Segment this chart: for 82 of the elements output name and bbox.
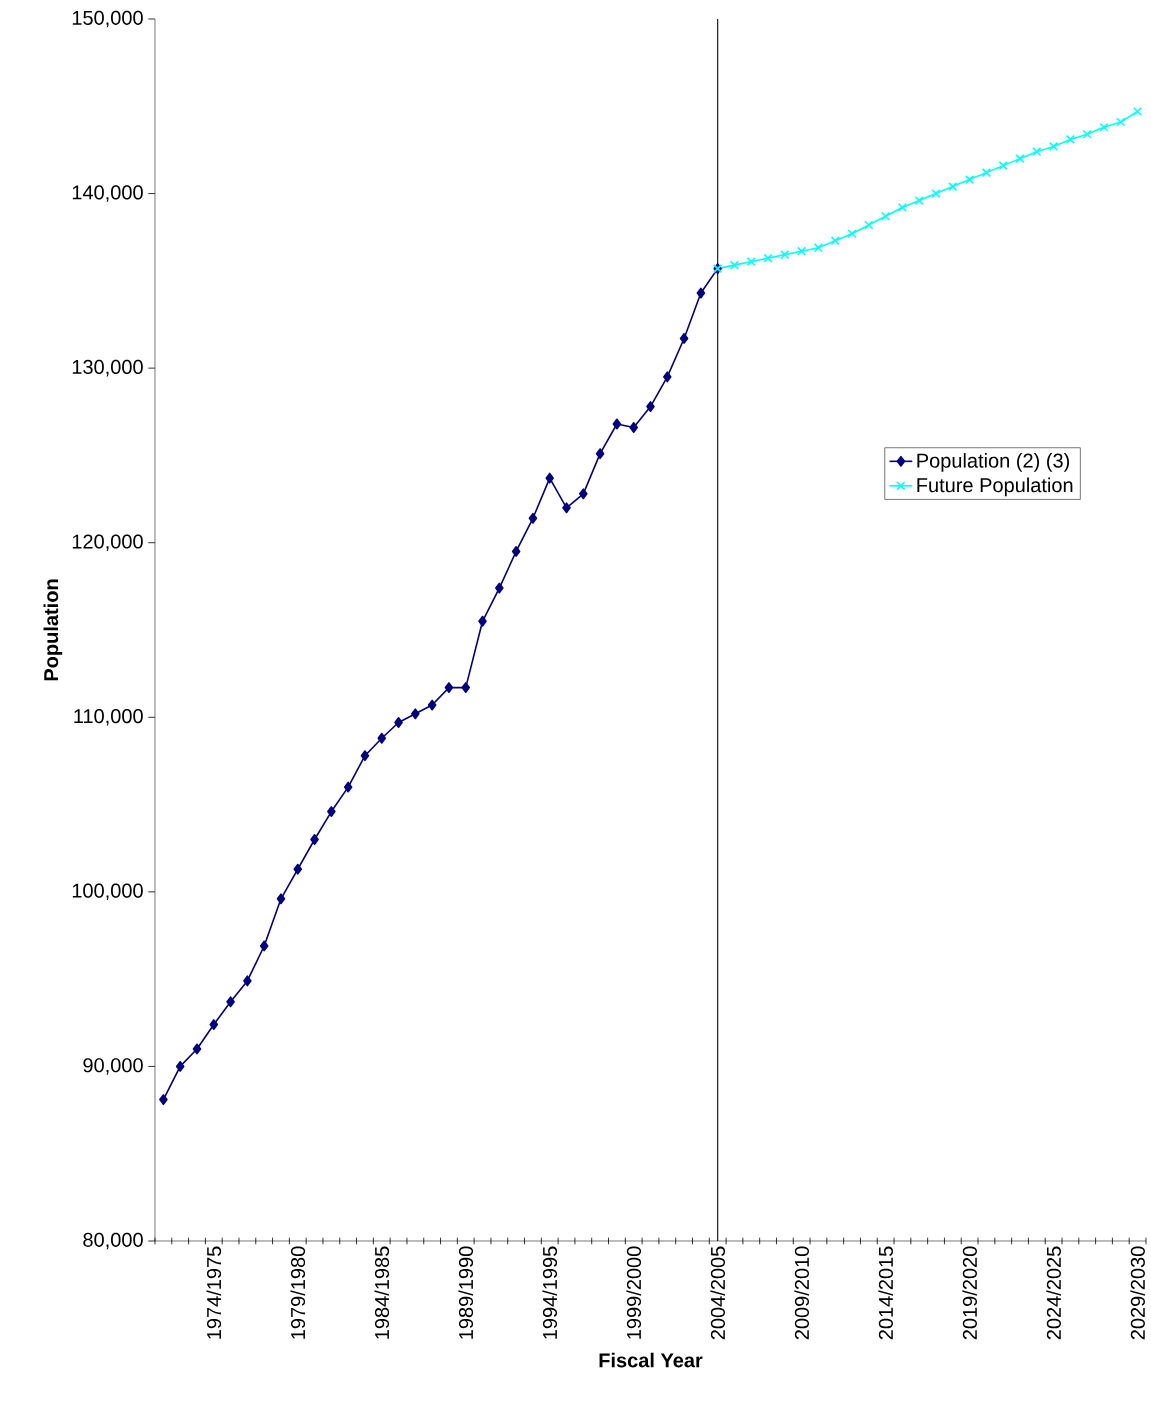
point [192,1043,202,1055]
x-axis-title: Fiscal Year [599,1352,703,1368]
point [965,175,975,185]
point [1082,129,1092,139]
x-tick-label: 2019/2020 [962,1246,977,1340]
y-tick-label: 140,000 [72,185,143,202]
point [662,371,672,383]
point [797,246,807,256]
legend-label: Future Population [917,477,1073,497]
point [864,220,874,230]
point [444,682,454,694]
point [1099,122,1109,132]
point [780,250,790,260]
legend-label: Population (2) (3) [917,453,1070,472]
y-tick-label: 150,000 [72,10,143,28]
point [1116,117,1126,127]
point [897,202,908,213]
point [746,257,756,267]
point [881,211,891,221]
x-tick-label: 2014/2015 [878,1246,893,1340]
point [729,260,740,270]
point [579,488,588,500]
point [545,472,555,484]
x-tick-label: 2009/2010 [794,1246,809,1340]
point [209,1019,219,1030]
point [1049,141,1059,151]
point [696,287,706,299]
point [343,781,353,793]
x-tick-label: 1999/2000 [626,1246,642,1339]
x-tick-label: 2024/2025 [1046,1246,1061,1340]
point [914,195,924,206]
y-axis-title: Population [43,579,63,681]
point [243,975,252,987]
point [461,682,471,694]
point [1065,134,1075,145]
point [310,834,319,845]
point [411,708,420,720]
point [847,229,857,239]
point [981,168,991,178]
point [175,1060,185,1072]
point [394,717,403,728]
x-tick-label: 2004/2005 [710,1246,726,1340]
point [1133,106,1143,117]
point [1032,147,1042,157]
point [1015,154,1025,164]
x-tick-label: 1979/1980 [290,1246,306,1339]
point [427,699,437,711]
point [259,940,269,952]
y-tick-label: 120,000 [72,534,143,551]
y-tick-label: 130,000 [72,359,143,377]
point [495,582,504,594]
point [293,863,303,875]
y-tick-label: 80,000 [83,1232,143,1250]
point [327,806,336,818]
point [226,996,235,1008]
y-tick-label: 90,000 [83,1058,143,1075]
point [931,188,941,199]
point [612,418,622,430]
point [562,502,571,514]
point [360,750,370,762]
point [998,161,1008,171]
point [813,243,824,253]
point [830,236,840,246]
point [646,401,655,413]
x-tick-label: 1994/1995 [542,1246,558,1339]
point [679,332,689,344]
point [528,512,538,524]
x-tick-label: 1974/1975 [206,1246,222,1339]
point [948,182,958,192]
point [763,253,773,263]
y-tick-label: 100,000 [72,883,143,901]
point [478,615,487,627]
x-tick-label: 1984/1985 [374,1246,390,1339]
point [595,448,605,460]
x-tick-label: 2029/2030 [1130,1246,1145,1340]
point [276,893,286,905]
x-tick-label: 1989/1990 [458,1246,474,1339]
point [377,732,387,744]
point [159,1094,168,1106]
point [629,422,638,433]
point [511,545,521,557]
y-tick-label: 110,000 [74,709,143,726]
